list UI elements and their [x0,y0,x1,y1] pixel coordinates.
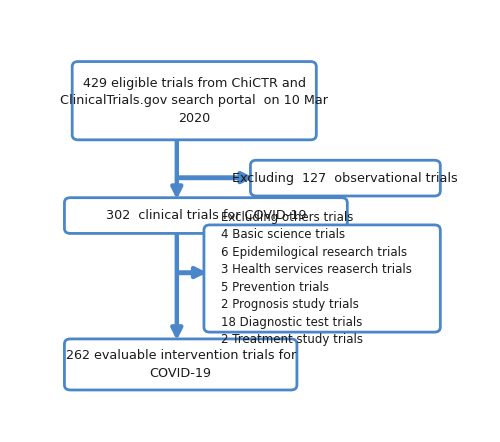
Text: 262 evaluable intervention trials for
COVID-19: 262 evaluable intervention trials for CO… [66,349,296,380]
FancyBboxPatch shape [204,225,440,332]
FancyBboxPatch shape [64,339,297,390]
Text: Excluding others trials
4 Basic science trials
6 Epidemilogical research trials
: Excluding others trials 4 Basic science … [221,211,412,346]
FancyBboxPatch shape [250,160,440,196]
FancyBboxPatch shape [72,61,316,140]
Text: 302  clinical trials for COVID-19: 302 clinical trials for COVID-19 [106,209,306,222]
Text: 429 eligible trials from ChiCTR and
ClinicalTrials.gov search portal  on 10 Mar
: 429 eligible trials from ChiCTR and Clin… [60,77,328,125]
FancyBboxPatch shape [64,198,348,233]
Text: Excluding  127  observational trials: Excluding 127 observational trials [232,171,458,185]
